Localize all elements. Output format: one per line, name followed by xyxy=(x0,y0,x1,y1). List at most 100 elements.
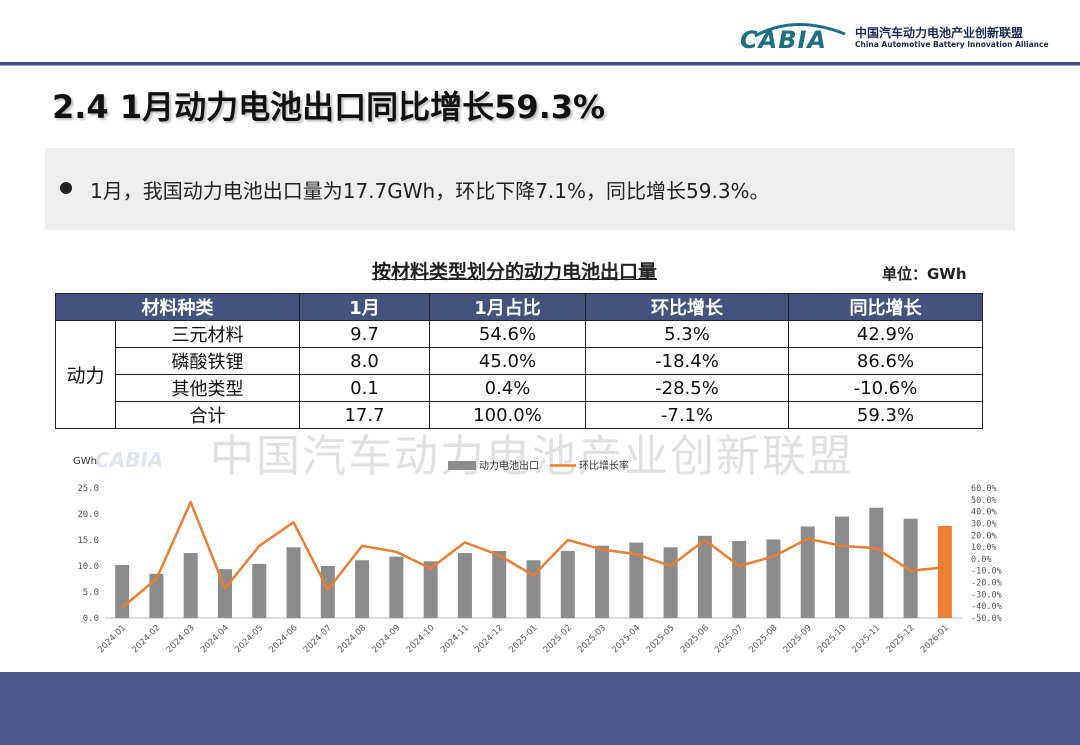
y-right-tick-label: -40.0% xyxy=(971,602,1002,612)
row-share: 45.0% xyxy=(429,347,586,375)
bar-2025-04 xyxy=(629,542,644,618)
table-row: 动力 三元材料 9.7 54.6% 5.3% 42.9% xyxy=(55,320,983,429)
y-right-tick-label: -30.0% xyxy=(971,590,1002,600)
bar-2026-01 xyxy=(937,525,952,618)
summary-box: 1月，我国动力电池出口量为17.7GWh，环比下降7.1%，同比增长59.3%。 xyxy=(45,148,1015,230)
logo-wordmark: CABIA xyxy=(740,26,827,54)
logo-arc-icon xyxy=(754,23,846,38)
y-right-tick-label: 60.0% xyxy=(971,484,997,494)
y-left-tick-label: 25.0 xyxy=(77,484,99,494)
row-mom: -28.5% xyxy=(585,374,789,402)
header-rule-thin xyxy=(0,65,1080,66)
bar-2025-09 xyxy=(800,526,815,618)
x-tick-label: 2024-06 xyxy=(267,623,299,655)
mom-growth-line xyxy=(121,500,945,609)
row-name: 三元材料 xyxy=(115,320,300,348)
bar-2024-07 xyxy=(320,566,335,618)
y-right-tick-label: -10.0% xyxy=(971,567,1002,577)
row-share: 54.6% xyxy=(429,320,586,348)
logo-chinese-name: 中国汽车动力电池产业创新联盟 xyxy=(855,26,1024,40)
watermark-text: 中国汽车动力电池产业创新联盟 xyxy=(210,431,854,482)
page-title: 2.4 1月动力电池出口同比增长59.3% xyxy=(52,88,606,126)
row-name: 其他类型 xyxy=(115,374,300,402)
x-tick-label: 2024-01 xyxy=(96,623,128,655)
summary-text: 1月，我国动力电池出口量为17.7GWh，环比下降7.1%，同比增长59.3%。 xyxy=(90,179,770,203)
header-yoy: 同比增长 xyxy=(788,293,983,321)
x-tick-label: 2024-03 xyxy=(165,623,197,655)
row-jan: 8.0 xyxy=(299,347,430,375)
export-table: 材料种类 1月 1月占比 环比增长 同比增长 动力 三元材料 9.7 54.6%… xyxy=(55,293,983,429)
bar-2024-03 xyxy=(183,553,198,618)
table-row: 其他类型 0.1 0.4% -28.5% -10.6% xyxy=(56,374,983,402)
table-header-row: 材料种类 1月 1月占比 环比增长 同比增长 xyxy=(55,293,983,321)
y-left-tick-label: 10.0 xyxy=(77,562,99,572)
x-tick-label: 2024-05 xyxy=(233,623,265,655)
row-mom: -7.1% xyxy=(585,401,789,429)
legend-line-label: 环比增长率 xyxy=(579,459,629,472)
table-row: 磷酸铁锂 8.0 45.0% -18.4% 86.6% xyxy=(56,347,983,375)
bar-2025-06 xyxy=(697,535,712,618)
x-tick-label: 2024-04 xyxy=(199,623,231,655)
header-jan: 1月 xyxy=(299,293,430,321)
x-tick-label: 2024-09 xyxy=(370,623,402,655)
row-name: 合计 xyxy=(115,401,300,429)
y-right-tick-label: -50.0% xyxy=(971,614,1002,624)
x-tick-label: 2025-04 xyxy=(610,623,642,655)
x-tick-label: 2025-02 xyxy=(542,623,574,655)
x-tick-label: 2025-06 xyxy=(679,623,711,655)
x-tick-label: 2024-02 xyxy=(130,623,162,655)
y-right-tick-label: 10.0% xyxy=(971,543,997,553)
bar-2024-10 xyxy=(423,561,438,618)
x-tick-label: 2024-10 xyxy=(405,623,437,655)
export-chart: GWh 0.0 5.0 10.0 15.0 20.0 25.0 -50.0% -40.0% -30… xyxy=(73,456,1002,655)
x-tick-label: 2024-07 xyxy=(302,623,334,655)
x-tick-label: 2026-01 xyxy=(919,623,951,655)
row-yoy: 86.6% xyxy=(788,347,983,375)
bar-2025-02 xyxy=(560,550,575,618)
header-material: 材料种类 xyxy=(55,293,300,321)
x-tick-label: 2025-01 xyxy=(507,623,539,655)
row-jan: 17.7 xyxy=(299,401,430,429)
group-label: 动力 xyxy=(55,320,116,429)
y-right-tick-label: 0.0% xyxy=(971,555,991,565)
x-tick-label: 2024-11 xyxy=(439,623,471,655)
table-title: 按材料类型划分的动力电池出口量 xyxy=(372,261,658,283)
y-left-tick-label: 20.0 xyxy=(77,510,99,520)
x-tick-label: 2024-12 xyxy=(473,623,505,655)
y-left-tick-label: 15.0 xyxy=(77,536,99,546)
table-unit: 单位：GWh xyxy=(882,265,967,283)
row-jan: 9.7 xyxy=(299,320,430,348)
bar-2024-11 xyxy=(457,553,472,618)
row-share: 0.4% xyxy=(429,374,586,402)
x-tick-label: 2025-12 xyxy=(885,623,917,655)
x-tick-label: 2025-08 xyxy=(747,623,779,655)
row-yoy: -10.6% xyxy=(788,374,983,402)
y-left-tick-label: 5.0 xyxy=(83,588,99,598)
row-yoy: 42.9% xyxy=(788,320,983,348)
y-right-tick-label: 30.0% xyxy=(971,519,997,529)
bar-2025-10 xyxy=(835,516,850,618)
header-rule xyxy=(0,62,1080,65)
legend-bar-label: 动力电池出口 xyxy=(479,459,539,472)
row-mom: 5.3% xyxy=(585,320,789,348)
y-right-tick-label: -20.0% xyxy=(971,579,1002,589)
bar-2025-07 xyxy=(732,541,747,618)
bar-2025-12 xyxy=(903,518,918,618)
row-name: 磷酸铁锂 xyxy=(115,347,300,375)
bar-2025-08 xyxy=(766,539,781,618)
cabia-logo: CABIA 中国汽车动力电池产业创新联盟 China Automotive Ba… xyxy=(740,18,1060,58)
y-right-tick-label: 50.0% xyxy=(971,496,997,506)
row-jan: 0.1 xyxy=(299,374,430,402)
bar-2024-12 xyxy=(492,550,507,618)
bar-2025-05 xyxy=(663,547,678,618)
legend-bar-swatch xyxy=(448,461,476,470)
footer-band xyxy=(0,672,1080,745)
y-axis-unit-label: GWh xyxy=(73,456,97,467)
y-right-tick-label: 20.0% xyxy=(971,531,997,541)
bar-2024-01 xyxy=(115,564,130,618)
bar-2024-08 xyxy=(355,560,370,618)
bar-2024-09 xyxy=(389,556,404,618)
bar-2024-02 xyxy=(149,573,164,618)
bullet-icon xyxy=(60,182,72,194)
table-row: 合计 17.7 100.0% -7.1% 59.3% xyxy=(56,401,983,429)
